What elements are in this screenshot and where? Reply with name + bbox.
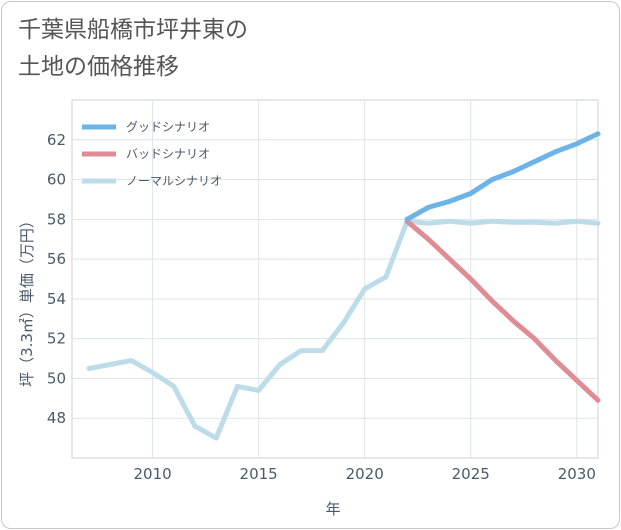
title-line-1: 千葉県船橋市坪井東の (18, 17, 248, 43)
y-tick-52: 52 (47, 330, 66, 348)
y-axis-title: 坪（3.3㎡）単価（万円） (18, 213, 36, 387)
y-tick-62: 62 (47, 131, 66, 149)
y-tick-60: 60 (47, 171, 66, 189)
chart-title: 千葉県船橋市坪井東の 土地の価格推移 (18, 12, 248, 86)
y-tick-48: 48 (47, 409, 66, 427)
x-axis-title: 年 (325, 500, 340, 518)
series-line-1 (404, 218, 601, 403)
y-tick-54: 54 (47, 290, 66, 308)
plot-area (71, 99, 599, 459)
series-line-2 (86, 218, 601, 441)
x-tick-2030: 2030 (558, 465, 596, 483)
legend-label-2: ノーマルシナリオ (126, 174, 222, 188)
series-lines (86, 131, 601, 441)
y-tick-58: 58 (47, 210, 66, 228)
x-tick-2015: 2015 (240, 465, 278, 483)
series-line-0 (404, 131, 601, 222)
legend-label-1: バッドシナリオ (126, 147, 210, 161)
x-tick-2025: 2025 (452, 465, 490, 483)
y-tick-56: 56 (47, 250, 66, 268)
legend-label-0: グッドシナリオ (126, 120, 210, 134)
title-line-2: 土地の価格推移 (18, 54, 179, 80)
y-tick-50: 50 (47, 369, 66, 387)
x-tick-2010: 2010 (134, 465, 172, 483)
x-tick-2020: 2020 (346, 465, 384, 483)
tick-labels: 48 50 52 54 56 58 60 62 2010 2015 2020 2025 2030 (47, 131, 596, 483)
